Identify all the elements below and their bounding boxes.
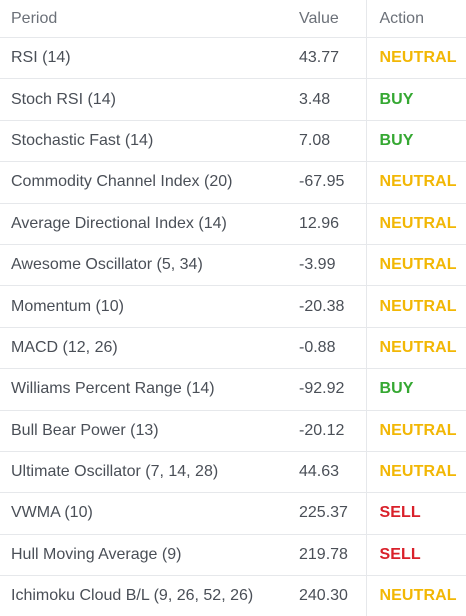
indicator-period-cell: Ichimoku Cloud B/L (9, 26, 52, 26) — [11, 587, 254, 605]
indicator-action-badge: NEUTRAL — [365, 161, 466, 204]
indicator-value-cell: 12.96 — [288, 203, 366, 245]
indicator-value-cell: 219.78 — [288, 534, 366, 577]
indicator-action-badge: SELL — [365, 492, 466, 535]
indicator-value-cell: -20.38 — [288, 285, 366, 328]
indicator-period-cell: Momentum (10) — [0, 285, 288, 328]
indicator-period-cell: Ultimate Oscillator (7, 14, 28) — [0, 451, 288, 494]
indicator-period-cell: RSI (14) — [0, 37, 288, 80]
indicator-action-badge: SELL — [365, 534, 466, 577]
indicator-action-badge: BUY — [365, 120, 466, 163]
table-row: Momentum (10) -20.38 NEUTRAL — [0, 285, 466, 328]
table-row: Commodity Channel Index (20) -67.95 NEUTRA… — [0, 161, 466, 204]
table-row: Average Directional Index (14) 12.96 NEUTR… — [0, 203, 466, 245]
indicator-action-badge: NEUTRAL — [365, 37, 466, 80]
indicator-action-badge: BUY — [365, 78, 466, 121]
table-row: Hull Moving Average (9) 219.78 SELL — [0, 534, 466, 577]
indicator-action-badge: NEUTRAL — [365, 244, 466, 287]
table-row: Awesome Oscillator (5, 34) -3.99 NEUTRAL — [0, 244, 466, 287]
indicator-action-badge: NEUTRAL — [365, 327, 466, 370]
table-row: Stochastic Fast (14) 7.08 BUY — [0, 120, 466, 163]
indicator-period-cell: Stoch RSI (14) — [0, 78, 288, 121]
indicator-action-badge: NEUTRAL — [365, 410, 466, 452]
action-column-header: Action — [365, 0, 466, 38]
table-row: Stoch RSI (14) 3.48 BUY — [0, 78, 466, 121]
table-body: RSI (14) 43.77 NEUTRAL Stoch RSI (14) 3.48 BU… — [0, 37, 466, 616]
indicator-value-cell: -3.99 — [288, 244, 366, 287]
table-header: Period Value Action — [0, 0, 466, 38]
indicator-action-badge: BUY — [365, 368, 466, 411]
indicator-action-badge: NEUTRAL — [365, 285, 466, 328]
indicator-value-cell: 240.30 — [299, 587, 348, 605]
indicator-action-badge: NEUTRAL — [365, 203, 466, 245]
indicator-value-cell: -0.88 — [288, 327, 366, 370]
indicator-action-badge: NEUTRAL — [365, 575, 466, 616]
table-row: Williams Percent Range (14) -92.92 BUY — [0, 368, 466, 411]
table-row: Ichimoku Cloud B/L (9, 26, 52, 26) 240.30… — [0, 575, 466, 616]
indicator-period-cell: Average Directional Index (14) — [0, 203, 288, 245]
indicator-value-cell: -20.12 — [288, 410, 366, 452]
table-row: RSI (14) 43.77 NEUTRAL — [0, 37, 466, 80]
value-column-header: Value — [288, 0, 366, 38]
header-row: Period Value Action — [0, 0, 466, 38]
indicator-period-cell: VWMA (10) — [0, 492, 288, 535]
indicator-value-cell: 7.08 — [288, 120, 366, 163]
indicator-period-cell: Williams Percent Range (14) — [0, 368, 288, 411]
table-row: Ultimate Oscillator (7, 14, 28) 44.63 NEUT… — [0, 451, 466, 494]
indicator-period-cell: Awesome Oscillator (5, 34) — [0, 244, 288, 287]
indicator-action-badge: NEUTRAL — [365, 451, 466, 494]
indicator-value-cell: 3.48 — [288, 78, 366, 121]
indicator-value-cell: 225.37 — [288, 492, 366, 535]
table-row: Bull Bear Power (13) -20.12 NEUTRAL — [0, 410, 466, 452]
table-row: MACD (12, 26) -0.88 NEUTRAL — [0, 327, 466, 370]
indicator-value-cell: -92.92 — [288, 368, 366, 411]
indicator-period-cell: MACD (12, 26) — [0, 327, 288, 370]
indicator-period-cell: Bull Bear Power (13) — [0, 410, 288, 452]
indicator-value-cell: -67.95 — [288, 161, 366, 204]
indicator-value-cell: 44.63 — [288, 451, 366, 494]
indicator-period-cell: Hull Moving Average (9) — [0, 534, 288, 577]
indicator-value-cell: 43.77 — [288, 37, 366, 80]
table-row: VWMA (10) 225.37 SELL — [0, 492, 466, 535]
indicator-period-cell: Commodity Channel Index (20) — [0, 161, 288, 204]
period-column-header: Period — [0, 0, 288, 38]
indicator-period-cell: Stochastic Fast (14) — [0, 120, 288, 163]
